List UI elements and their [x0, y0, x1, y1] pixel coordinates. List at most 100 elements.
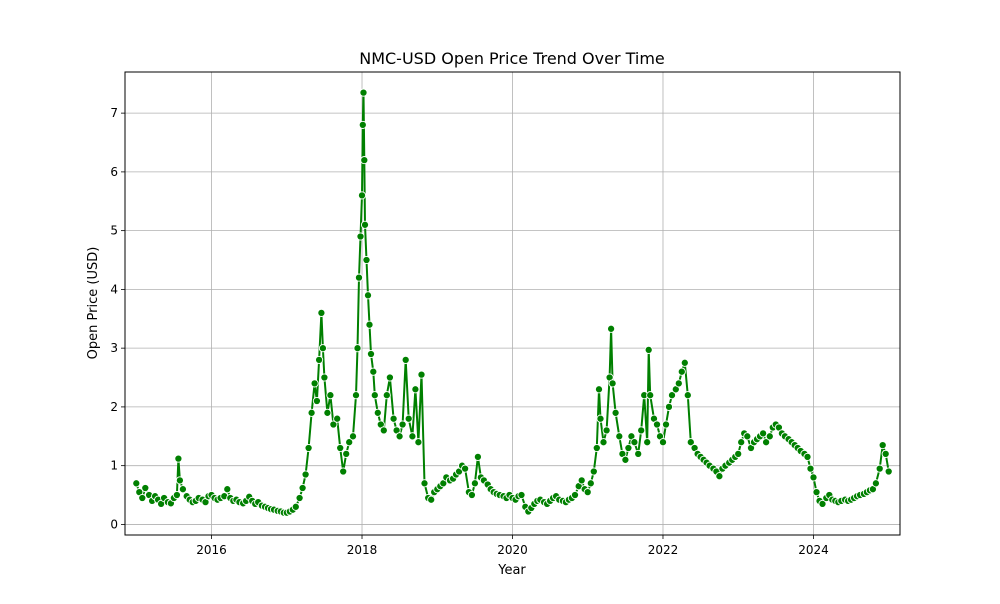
data-point: [812, 488, 821, 497]
data-point: [362, 255, 371, 265]
data-point: [317, 308, 326, 317]
data-point: [385, 373, 394, 382]
data-point: [517, 490, 526, 500]
data-point: [295, 493, 304, 503]
data-point: [320, 373, 329, 382]
data-point: [373, 408, 382, 417]
data-point: [427, 495, 436, 504]
data-point: [138, 493, 147, 503]
data-point: [762, 438, 771, 447]
data-point: [411, 385, 420, 394]
data-point: [417, 370, 426, 379]
y-tick-label: 3: [110, 341, 118, 355]
data-point: [871, 479, 880, 488]
data-point: [342, 449, 351, 458]
data-point: [172, 490, 181, 500]
data-point: [686, 438, 695, 447]
data-point: [301, 470, 310, 479]
data-point: [318, 344, 327, 353]
data-point: [312, 396, 321, 406]
data-point: [637, 426, 646, 435]
data-point: [646, 391, 655, 400]
data-point: [339, 467, 348, 476]
data-point: [354, 273, 364, 282]
data-point: [680, 358, 689, 367]
data-point: [734, 449, 743, 458]
series-layer: [132, 88, 893, 517]
data-point: [307, 408, 316, 417]
data-point: [881, 449, 890, 458]
data-point: [602, 426, 611, 435]
data-point: [570, 490, 580, 500]
data-point: [304, 443, 313, 453]
data-point: [667, 391, 677, 400]
data-point: [401, 355, 410, 364]
data-point: [420, 479, 429, 488]
data-point: [414, 438, 423, 447]
data-point: [652, 420, 662, 429]
data-point: [408, 432, 417, 441]
data-point: [743, 432, 752, 441]
data-point: [630, 438, 639, 447]
x-tick-label: 2024: [798, 543, 829, 557]
data-point: [599, 438, 608, 447]
data-point: [643, 438, 652, 447]
chart-title: NMC-USD Open Price Trend Over Time: [359, 49, 665, 68]
data-point: [333, 414, 342, 423]
data-point: [298, 483, 307, 493]
data-point: [664, 402, 674, 411]
data-point: [348, 432, 358, 441]
data-point: [323, 408, 332, 417]
data-point: [611, 408, 620, 417]
data-point: [467, 490, 476, 500]
data-point: [607, 324, 616, 333]
data-point: [737, 438, 746, 447]
data-point: [608, 379, 617, 388]
x-axis-ticks: 2016 2018 2020 2022 2024: [196, 535, 829, 557]
data-point: [291, 502, 300, 511]
data-point: [715, 472, 724, 481]
data-point: [395, 432, 404, 441]
data-point: [674, 379, 683, 388]
data-point: [326, 391, 335, 400]
data-point: [583, 488, 592, 497]
data-point: [875, 464, 884, 473]
data-point: [615, 432, 624, 441]
data-point: [178, 485, 187, 494]
data-point: [658, 438, 668, 447]
data-point: [329, 420, 338, 429]
y-tick-label: 6: [110, 165, 118, 179]
data-point: [765, 432, 774, 441]
data-point: [592, 443, 601, 453]
data-point: [315, 355, 324, 364]
y-tick-label: 1: [110, 459, 118, 473]
data-point: [141, 483, 150, 493]
data-point: [359, 88, 368, 97]
data-point: [470, 479, 479, 488]
data-point: [175, 476, 184, 485]
data-point: [759, 429, 768, 438]
data-point: [589, 467, 598, 476]
data-point: [223, 485, 232, 494]
data-point: [473, 452, 482, 461]
y-tick-label: 5: [110, 224, 118, 238]
x-tick-label: 2016: [196, 543, 227, 557]
data-point: [357, 191, 367, 200]
data-point: [884, 467, 893, 476]
data-point: [634, 449, 643, 458]
data-point: [683, 391, 692, 400]
data-point: [809, 473, 818, 482]
y-tick-label: 7: [110, 106, 118, 120]
data-point: [370, 391, 379, 400]
data-point: [360, 220, 370, 229]
data-point: [818, 499, 827, 508]
data-point: [803, 452, 812, 461]
data-point: [132, 479, 141, 488]
data-point: [369, 367, 378, 376]
data-point: [398, 420, 407, 429]
data-point: [586, 479, 595, 488]
data-point: [363, 291, 373, 300]
data-point: [356, 232, 365, 241]
